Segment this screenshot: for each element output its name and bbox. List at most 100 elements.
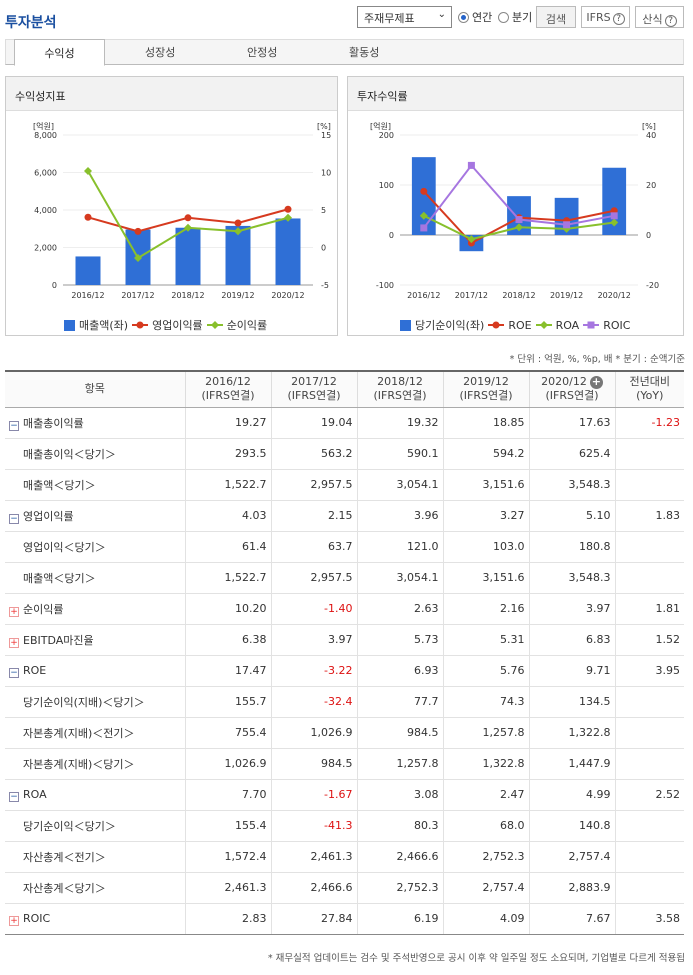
y-left-tick-label: 8,000 xyxy=(34,131,57,140)
row-label: 당기순이익＜당기＞ xyxy=(5,810,185,842)
y-left-tick-label: 6,000 xyxy=(34,169,57,178)
table-row: − ROA 7.70 -1.67 3.08 2.47 4.99 2.52 xyxy=(5,779,684,811)
data-point xyxy=(134,227,142,235)
legend-line-icon xyxy=(206,321,223,329)
bar xyxy=(175,227,201,285)
y-left-tick-label: 0 xyxy=(389,231,394,240)
table-row: − 매출총이익률 19.27 19.04 19.32 18.85 17.63 -1.23 xyxy=(5,407,684,439)
table-cell: 2,461.3 xyxy=(270,841,357,873)
collapse-icon[interactable]: − xyxy=(9,420,19,431)
y-right-tick-label: 40 xyxy=(646,131,656,140)
table-row: 당기순이익(지배)＜당기＞ 155.7 -32.4 77.7 74.3 134.5 xyxy=(5,686,684,718)
y-left-tick-label: 100 xyxy=(379,181,394,190)
table-row: 영업이익＜당기＞ 61.4 63.7 121.0 103.0 180.8 xyxy=(5,531,684,563)
ifrs-help-button[interactable]: IFRS? xyxy=(581,6,630,28)
row-label[interactable]: − 영업이익률 xyxy=(5,500,185,532)
y-right-tick-label: 10 xyxy=(321,169,331,178)
radio-unchecked-icon xyxy=(498,11,509,23)
table-cell: 4.99 xyxy=(528,779,615,811)
table-row: 당기순이익＜당기＞ 155.4 -41.3 80.3 68.0 140.8 xyxy=(5,810,684,842)
table-cell: 3.96 xyxy=(356,500,443,532)
column-header: 2017/12 (IFRS연결) xyxy=(270,370,357,408)
table-cell xyxy=(614,562,684,594)
search-button[interactable]: 검색 xyxy=(536,6,576,28)
row-label[interactable]: + 순이익률 xyxy=(5,593,185,625)
expand-icon[interactable]: + xyxy=(9,915,19,926)
data-point xyxy=(420,187,428,195)
profitability-chart-panel: 수익성지표 [억원] [%] 0 -5 2,000 0 4,000 5 6,000 10 8,000… xyxy=(5,76,338,336)
expand-icon[interactable]: + xyxy=(9,637,19,648)
table-cell: 180.8 xyxy=(528,531,615,563)
row-label[interactable]: + EBITDA마진율 xyxy=(5,624,185,656)
table-cell: 4.09 xyxy=(442,903,529,935)
x-tick-label: 2018/12 xyxy=(171,291,204,300)
collapse-icon[interactable]: − xyxy=(9,667,19,678)
chart-legend: 매출액(좌) 영업이익률 순이익률 xyxy=(64,317,267,333)
formula-help-button[interactable]: 산식? xyxy=(635,6,684,28)
row-label: 매출액＜당기＞ xyxy=(5,562,185,594)
table-cell: 61.4 xyxy=(184,531,271,563)
tab-activity[interactable]: 활동성 xyxy=(349,46,380,59)
annual-radio[interactable]: 연간 xyxy=(458,9,492,25)
table-cell: 121.0 xyxy=(356,531,443,563)
data-point xyxy=(134,254,142,262)
table-cell: 19.27 xyxy=(184,407,271,439)
x-tick-label: 2018/12 xyxy=(502,291,535,300)
table-cell: 2.15 xyxy=(270,500,357,532)
bar xyxy=(554,197,579,235)
table-cell xyxy=(614,686,684,718)
table-cell: 6.38 xyxy=(184,624,271,656)
data-point xyxy=(610,212,618,220)
table-cell: 984.5 xyxy=(356,717,443,749)
add-column-icon[interactable]: + xyxy=(589,375,603,390)
table-cell: 18.85 xyxy=(442,407,529,439)
table-cell: 2.16 xyxy=(442,593,529,625)
tab-growth[interactable]: 성장성 xyxy=(145,46,176,59)
table-body: − 매출총이익률 19.27 19.04 19.32 18.85 17.63 -1.23 매출총… xyxy=(5,407,684,935)
statement-type-select[interactable]: 주재무제표 ⌄ xyxy=(357,6,452,28)
table-cell: 2.83 xyxy=(184,903,271,935)
table-cell xyxy=(614,872,684,904)
return-chart-panel: 투자수익률 [억원] [%] -100 -20 0 0 100 20 200 40 2016/12 2… xyxy=(347,76,684,336)
tab-stability[interactable]: 안정성 xyxy=(247,46,278,59)
table-row: 매출총이익＜당기＞ 293.5 563.2 590.1 594.2 625.4 xyxy=(5,438,684,470)
table-row: 자본총계(지배)＜전기＞ 755.4 1,026.9 984.5 1,257.8 1,32… xyxy=(5,717,684,749)
y-right-tick-label: 20 xyxy=(646,181,656,190)
row-label[interactable]: − ROE xyxy=(5,655,185,687)
table-cell: 2.63 xyxy=(356,593,443,625)
x-tick-label: 2020/12 xyxy=(271,291,304,300)
table-cell: 1,322.8 xyxy=(442,748,529,780)
expand-icon[interactable]: + xyxy=(9,606,19,617)
row-label: 자산총계＜당기＞ xyxy=(5,872,185,904)
data-point xyxy=(84,213,92,221)
x-tick-label: 2016/12 xyxy=(407,291,440,300)
panel-title: 수익성지표 xyxy=(6,77,337,111)
table-cell: 6.19 xyxy=(356,903,443,935)
table-cell xyxy=(614,748,684,780)
y-right-unit: [%] xyxy=(642,122,656,131)
row-label[interactable]: + ROIC xyxy=(5,903,185,935)
quarter-radio[interactable]: 분기 xyxy=(498,9,532,25)
row-label[interactable]: − 매출총이익률 xyxy=(5,407,185,439)
data-point xyxy=(184,223,192,232)
table-cell: 2,757.4 xyxy=(528,841,615,873)
row-label[interactable]: − ROA xyxy=(5,779,185,811)
table-cell: 10.20 xyxy=(184,593,271,625)
table-cell: 4.03 xyxy=(184,500,271,532)
collapse-icon[interactable]: − xyxy=(9,791,19,802)
bar xyxy=(411,157,436,235)
data-point xyxy=(419,211,428,220)
table-cell: 5.31 xyxy=(442,624,529,656)
collapse-icon[interactable]: − xyxy=(9,513,19,524)
table-cell: 80.3 xyxy=(356,810,443,842)
return-chart: [억원] [%] -100 -20 0 0 100 20 200 40 2016/12 2017/12… xyxy=(370,121,659,300)
table-cell: 1,257.8 xyxy=(356,748,443,780)
y-left-tick-label: 4,000 xyxy=(34,206,57,215)
ratio-table: 항목 2016/12 (IFRS연결) 2017/12 (IFRS연결) 2018/12(… xyxy=(5,370,684,935)
table-cell: 5.76 xyxy=(442,655,529,687)
table-cell: 3,054.1 xyxy=(356,469,443,501)
table-cell xyxy=(614,810,684,842)
y-right-tick-label: -5 xyxy=(321,281,329,290)
tab-profitability[interactable]: 수익성 xyxy=(14,39,105,66)
y-left-unit: [억원] xyxy=(370,121,391,131)
